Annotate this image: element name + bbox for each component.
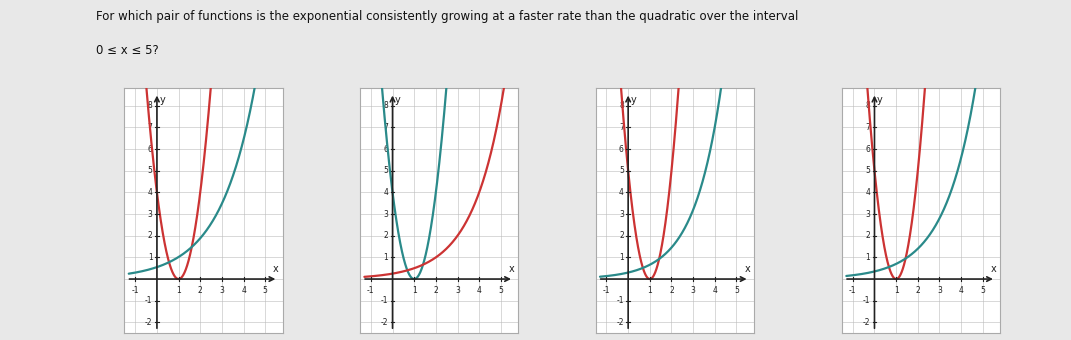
Text: 2: 2 xyxy=(434,286,438,294)
Text: -1: -1 xyxy=(862,296,870,305)
Text: 2: 2 xyxy=(619,231,623,240)
Text: 8: 8 xyxy=(865,101,870,110)
Text: y: y xyxy=(631,95,636,105)
Text: 6: 6 xyxy=(148,144,152,154)
Text: 4: 4 xyxy=(383,188,388,197)
Text: 3: 3 xyxy=(865,209,870,219)
Text: 2: 2 xyxy=(148,231,152,240)
Text: 1: 1 xyxy=(177,286,181,294)
Text: y: y xyxy=(395,95,401,105)
Text: 1: 1 xyxy=(412,286,417,294)
Text: 1: 1 xyxy=(648,286,652,294)
Text: -1: -1 xyxy=(145,296,152,305)
Text: 5: 5 xyxy=(734,286,739,294)
Text: 8: 8 xyxy=(619,101,623,110)
Text: 3: 3 xyxy=(148,209,152,219)
Text: 4: 4 xyxy=(148,188,152,197)
Text: x: x xyxy=(509,264,514,274)
Text: 8: 8 xyxy=(383,101,388,110)
Text: 1: 1 xyxy=(148,253,152,262)
Text: 1: 1 xyxy=(383,253,388,262)
Text: -1: -1 xyxy=(849,286,857,294)
Text: 7: 7 xyxy=(865,123,870,132)
Text: 5: 5 xyxy=(865,166,870,175)
Text: 3: 3 xyxy=(455,286,459,294)
Text: -1: -1 xyxy=(367,286,375,294)
Text: -1: -1 xyxy=(616,296,623,305)
Text: x: x xyxy=(273,264,278,274)
Text: 2: 2 xyxy=(865,231,870,240)
Text: 1: 1 xyxy=(619,253,623,262)
Text: -2: -2 xyxy=(862,318,870,327)
Text: 2: 2 xyxy=(198,286,202,294)
Text: 4: 4 xyxy=(619,188,623,197)
Text: -1: -1 xyxy=(380,296,388,305)
Text: 5: 5 xyxy=(980,286,985,294)
Text: -2: -2 xyxy=(616,318,623,327)
Text: 5: 5 xyxy=(619,166,623,175)
Text: 1: 1 xyxy=(894,286,899,294)
Text: 3: 3 xyxy=(937,286,941,294)
Text: 2: 2 xyxy=(916,286,920,294)
Text: -2: -2 xyxy=(380,318,388,327)
Text: x: x xyxy=(991,264,996,274)
Text: 5: 5 xyxy=(383,166,388,175)
Text: y: y xyxy=(877,95,883,105)
Text: 0 ≤ x ≤ 5?: 0 ≤ x ≤ 5? xyxy=(96,44,160,57)
Text: -2: -2 xyxy=(145,318,152,327)
Text: 5: 5 xyxy=(498,286,503,294)
Text: 2: 2 xyxy=(669,286,674,294)
Text: 4: 4 xyxy=(865,188,870,197)
Text: For which pair of functions is the exponential consistently growing at a faster : For which pair of functions is the expon… xyxy=(96,10,799,23)
Text: 7: 7 xyxy=(619,123,623,132)
Text: 6: 6 xyxy=(383,144,388,154)
Text: 3: 3 xyxy=(383,209,388,219)
Text: 1: 1 xyxy=(865,253,870,262)
Text: -1: -1 xyxy=(132,286,139,294)
Text: 3: 3 xyxy=(220,286,224,294)
Text: 3: 3 xyxy=(619,209,623,219)
Text: x: x xyxy=(744,264,750,274)
Text: y: y xyxy=(160,95,165,105)
Text: 6: 6 xyxy=(865,144,870,154)
Text: 7: 7 xyxy=(383,123,388,132)
Text: 6: 6 xyxy=(619,144,623,154)
Text: 8: 8 xyxy=(148,101,152,110)
Text: 4: 4 xyxy=(477,286,482,294)
Text: -1: -1 xyxy=(603,286,610,294)
Text: 3: 3 xyxy=(691,286,695,294)
Text: 4: 4 xyxy=(712,286,718,294)
Text: 4: 4 xyxy=(959,286,964,294)
Text: 2: 2 xyxy=(383,231,388,240)
Text: 5: 5 xyxy=(148,166,152,175)
Text: 4: 4 xyxy=(241,286,246,294)
Text: 5: 5 xyxy=(262,286,268,294)
Text: 7: 7 xyxy=(148,123,152,132)
